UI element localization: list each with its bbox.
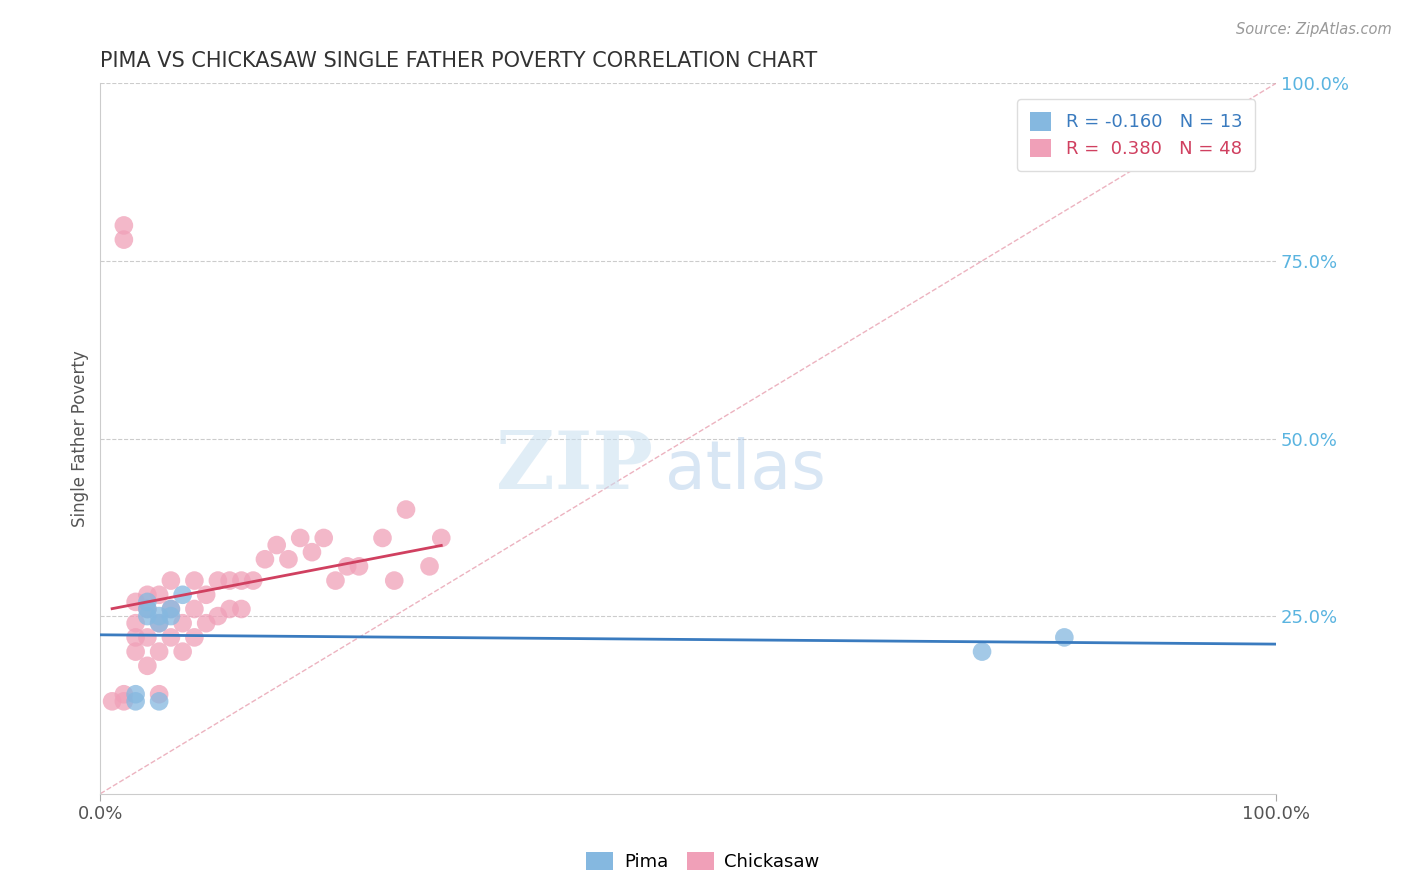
Point (382, 574, 405, 588)
Point (124, 616, 146, 631)
Legend: Pima, Chickasaw: Pima, Chickasaw (579, 845, 827, 879)
Point (148, 609, 170, 624)
Point (136, 602, 159, 616)
Point (136, 658, 159, 673)
Point (172, 588, 194, 602)
Point (124, 595, 146, 609)
Point (148, 616, 170, 631)
Point (231, 574, 253, 588)
Point (183, 574, 205, 588)
Point (148, 645, 170, 659)
Text: atlas: atlas (665, 437, 825, 503)
Point (112, 219, 135, 233)
Point (136, 609, 159, 624)
Point (266, 538, 288, 552)
Point (347, 559, 370, 574)
Point (160, 602, 183, 616)
Point (172, 645, 194, 659)
Point (970, 645, 993, 659)
Point (101, 694, 124, 708)
Point (160, 574, 183, 588)
Point (124, 694, 146, 708)
Point (160, 631, 183, 645)
Point (395, 502, 418, 516)
Point (148, 616, 170, 631)
Y-axis label: Single Father Poverty: Single Father Poverty (72, 351, 89, 527)
Text: Source: ZipAtlas.com: Source: ZipAtlas.com (1236, 22, 1392, 37)
Point (195, 588, 218, 602)
Point (231, 602, 253, 616)
Point (148, 687, 170, 701)
Point (136, 631, 159, 645)
Point (253, 552, 276, 566)
Legend: R = -0.160   N = 13, R =  0.380   N = 48: R = -0.160 N = 13, R = 0.380 N = 48 (1017, 100, 1256, 170)
Point (195, 616, 218, 631)
Point (112, 233, 135, 247)
Point (160, 602, 183, 616)
Text: PIMA VS CHICKASAW SINGLE FATHER POVERTY CORRELATION CHART: PIMA VS CHICKASAW SINGLE FATHER POVERTY … (100, 51, 818, 70)
Point (124, 687, 146, 701)
Point (124, 631, 146, 645)
Point (277, 552, 299, 566)
Point (112, 694, 135, 708)
Point (136, 595, 159, 609)
Point (172, 616, 194, 631)
Point (136, 588, 159, 602)
Point (301, 545, 323, 559)
Point (148, 588, 170, 602)
Point (242, 574, 264, 588)
Point (218, 602, 240, 616)
Point (124, 645, 146, 659)
Point (183, 602, 205, 616)
Point (112, 687, 135, 701)
Point (325, 574, 347, 588)
Point (207, 609, 229, 624)
Text: ZIP: ZIP (496, 428, 652, 506)
Point (1053, 631, 1076, 645)
Point (148, 694, 170, 708)
Point (290, 531, 312, 545)
Point (218, 574, 240, 588)
Point (336, 559, 359, 574)
Point (136, 602, 159, 616)
Point (418, 559, 440, 574)
Point (430, 531, 453, 545)
Point (371, 531, 394, 545)
Point (312, 531, 335, 545)
Point (183, 631, 205, 645)
Point (160, 609, 183, 624)
Point (207, 574, 229, 588)
